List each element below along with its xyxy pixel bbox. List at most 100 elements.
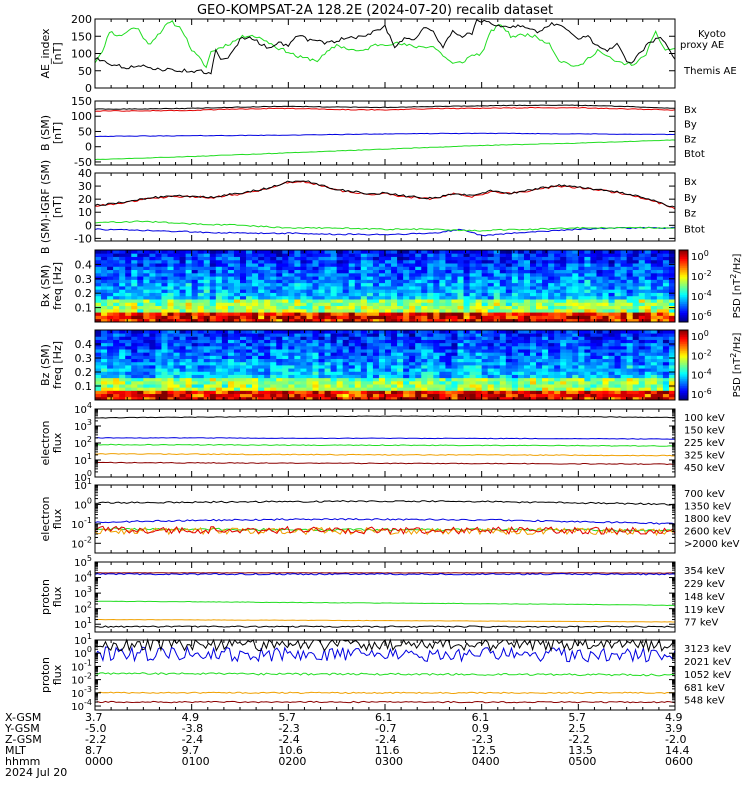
spectrogram-cell: [306, 377, 313, 382]
colorbar-segment: [679, 314, 688, 318]
spectrogram-cell: [457, 374, 464, 379]
spectrogram-cell: [451, 263, 458, 267]
spectrogram-cell: [366, 371, 374, 375]
spectrogram-cell: [173, 289, 180, 293]
spectrogram-cell: [221, 336, 229, 340]
spectrogram-cell: [391, 250, 398, 254]
spectrogram-cell: [445, 276, 452, 280]
colorbar-segment: [679, 368, 688, 371]
spectrogram-cell: [258, 384, 265, 388]
spectrogram-cell: [638, 371, 646, 375]
spectrogram-cell: [252, 266, 259, 271]
spectrogram-cell: [294, 256, 301, 261]
legend-label: By: [684, 193, 697, 204]
spectrogram-cell: [511, 333, 519, 337]
spectrogram-cell: [511, 279, 519, 284]
spectrogram-cell: [101, 330, 108, 334]
spectrogram-cell: [596, 355, 603, 360]
spectrogram-cell: [161, 365, 168, 369]
spectrogram-cell: [131, 272, 138, 277]
spectrogram-cell: [252, 318, 259, 323]
spectrogram-cell: [517, 259, 525, 264]
spectrogram-cell: [451, 377, 458, 382]
spectrogram-cell: [536, 259, 543, 264]
spectrogram-cell: [505, 352, 513, 356]
spectrogram-cell: [366, 358, 374, 363]
spectrogram-cell: [143, 269, 150, 274]
spectrogram-cell: [125, 289, 132, 293]
spectrogram-cell: [626, 342, 634, 347]
spectrogram-cell: [397, 374, 404, 379]
spectrogram-cell: [451, 380, 458, 385]
spectrogram-cell: [372, 336, 380, 340]
spectrogram-cell: [481, 302, 489, 307]
spectrogram-cell: [638, 308, 646, 313]
spectrogram-cell: [324, 339, 332, 344]
spectrogram-cell: [240, 365, 247, 369]
colorbar-segment: [679, 384, 688, 387]
spectrogram-cell: [439, 250, 446, 254]
spectrogram-cell: [300, 380, 307, 385]
spectrogram-cell: [457, 345, 464, 350]
spectrogram-cell: [409, 276, 416, 280]
spectrogram-cell: [372, 380, 380, 385]
spectrogram-cell: [173, 259, 180, 264]
spectrogram-cell: [505, 269, 513, 274]
spectrogram-cell: [366, 250, 374, 254]
y-tick-label: 200: [71, 13, 92, 26]
spectrogram-cell: [638, 339, 646, 344]
spectrogram-cell: [481, 299, 489, 303]
spectrogram-cell: [378, 330, 386, 334]
spectrogram-cell: [282, 339, 289, 344]
spectrogram-cell: [101, 393, 108, 398]
spectrogram-cell: [391, 374, 398, 379]
spectrogram-cell: [324, 282, 332, 287]
spectrogram-cell: [439, 305, 446, 310]
spectrogram-cell: [560, 272, 567, 277]
spectrogram-cell: [566, 330, 573, 334]
spectrogram-cell: [221, 269, 229, 274]
spectrogram-cell: [179, 302, 187, 307]
spectrogram-cell: [221, 299, 229, 303]
spectrogram-cell: [439, 286, 446, 290]
spectrogram-cell: [668, 377, 676, 382]
colorbar-segment: [679, 298, 688, 301]
spectrogram-cell: [342, 279, 350, 284]
spectrogram-cell: [469, 361, 477, 366]
spectrogram-cell: [451, 269, 458, 274]
spectrogram-cell: [596, 302, 603, 307]
spectrogram-cell: [608, 349, 615, 353]
spectrogram-cell: [240, 312, 247, 316]
series-line-150-kev: [94, 437, 676, 440]
spectrogram-cell: [548, 339, 555, 344]
spectrogram-cell: [258, 377, 265, 382]
spectrogram-cell: [626, 390, 634, 395]
spectrogram-cell: [523, 279, 531, 284]
spectrogram-cell: [233, 302, 241, 307]
spectrogram-cell: [167, 390, 174, 395]
spectrogram-cell: [650, 345, 658, 350]
spectrogram-cell: [191, 308, 199, 313]
spectrogram-cell: [584, 279, 591, 284]
spectrogram-cell: [306, 292, 313, 297]
spectrogram-cell: [342, 308, 350, 313]
spectrogram-cell: [318, 289, 325, 293]
spectrogram-cell: [167, 387, 174, 391]
spectrogram-cell: [650, 387, 658, 391]
spectrogram-cell: [548, 302, 555, 307]
spectrogram-cell: [505, 295, 513, 300]
spectrogram-cell: [131, 253, 138, 257]
spectrogram-cell: [330, 339, 338, 344]
spectrogram-cell: [378, 342, 386, 347]
spectrogram-cell: [149, 371, 156, 375]
spectrogram-cell: [276, 253, 283, 257]
spectrogram-cell: [246, 345, 253, 350]
spectrogram-cell: [656, 330, 664, 334]
spectrogram-cell: [221, 312, 229, 316]
spectrogram-cell: [505, 358, 513, 363]
spectrogram-cell: [378, 286, 386, 290]
colorbar-segment: [679, 271, 688, 274]
spectrogram-cell: [566, 259, 573, 264]
